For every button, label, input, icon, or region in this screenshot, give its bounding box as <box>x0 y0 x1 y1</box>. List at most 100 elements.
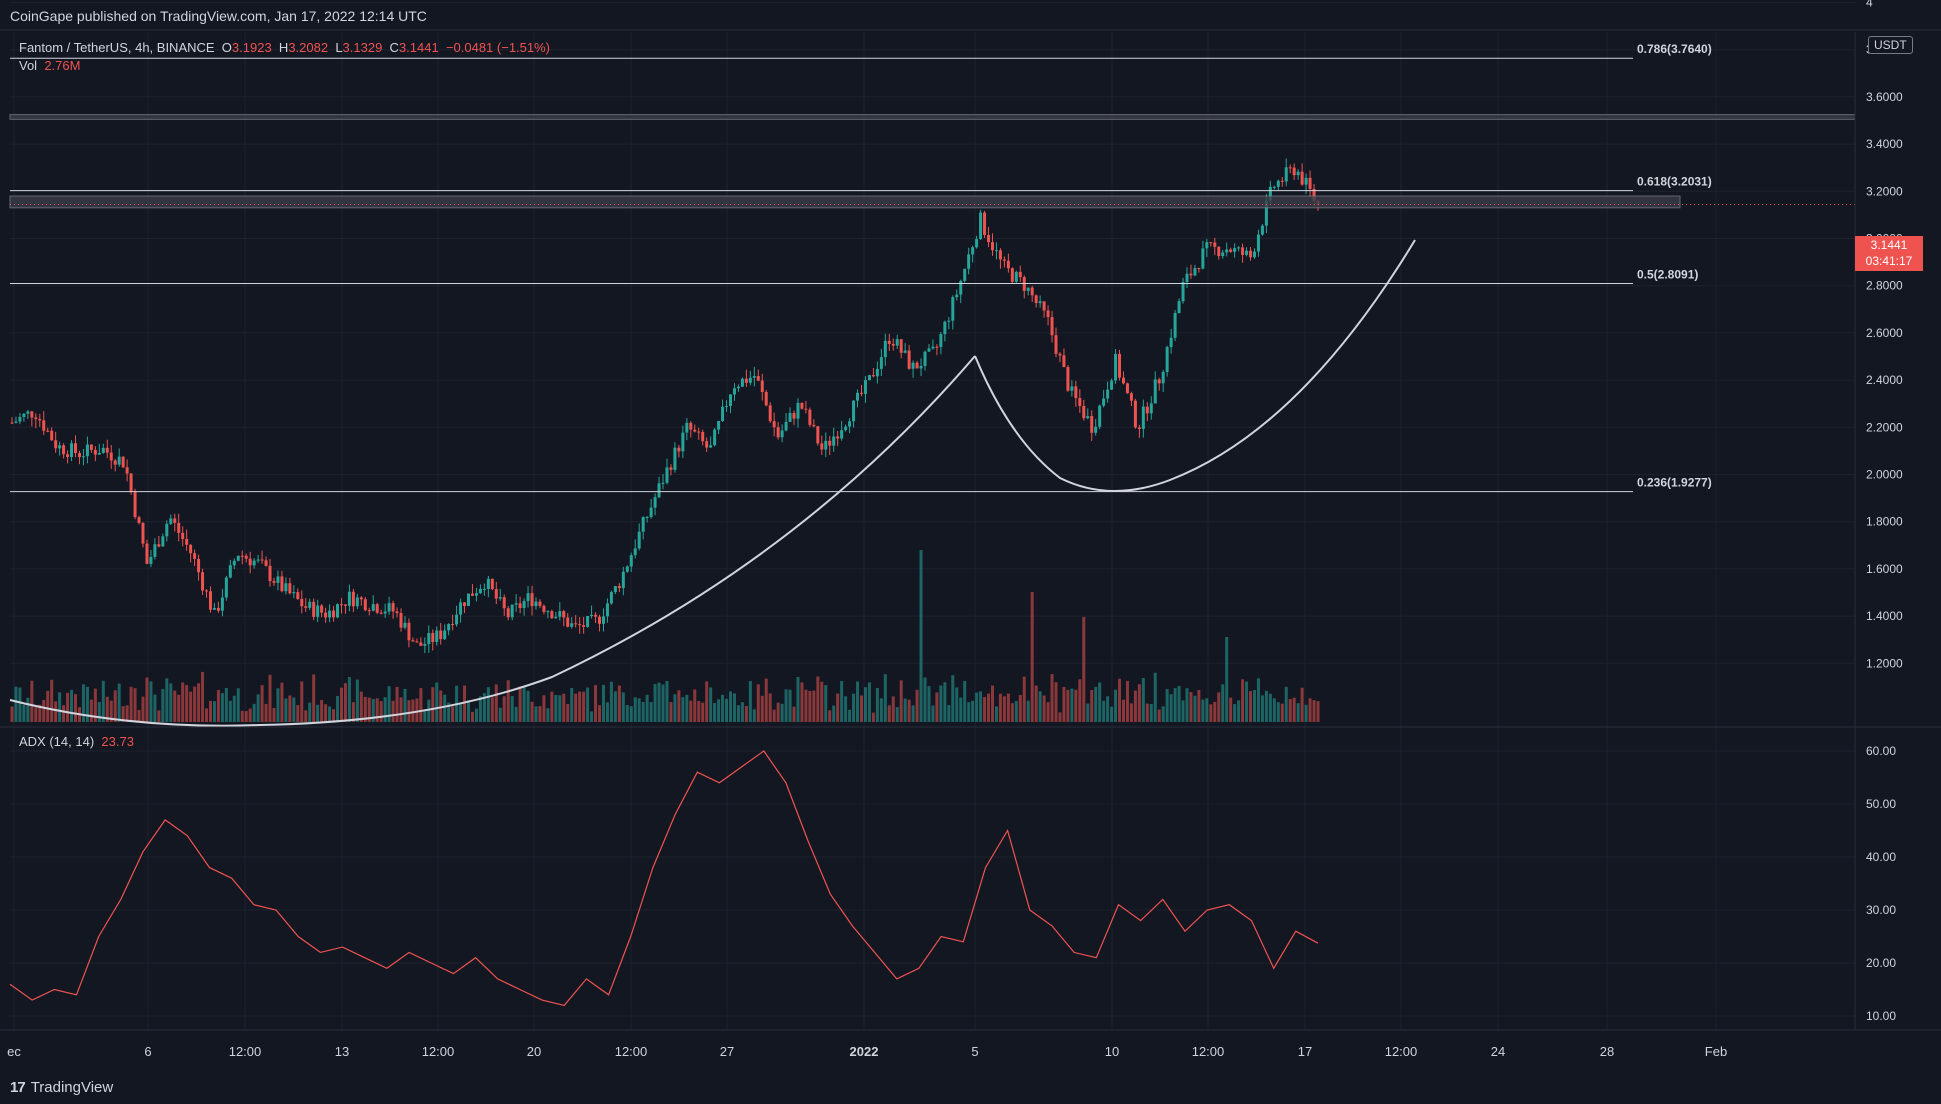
volume-bar <box>1129 703 1133 722</box>
volume-bar <box>732 693 736 722</box>
volume-bar <box>121 706 125 722</box>
volume-bar <box>852 693 856 722</box>
candle-body <box>1260 225 1264 235</box>
candle-body <box>26 411 30 414</box>
volume-bar <box>609 681 613 722</box>
candle-body <box>1070 386 1074 391</box>
volume-bar <box>935 692 939 722</box>
candle-body <box>1102 398 1106 406</box>
tradingview-logo-icon[interactable]: 17 <box>10 1079 26 1096</box>
volume-bar <box>97 702 101 722</box>
candle-body <box>923 351 927 366</box>
candle-body <box>363 599 367 611</box>
candle-body <box>399 613 403 628</box>
volume-bar <box>332 709 336 722</box>
volume-bar <box>649 702 653 722</box>
candle-body <box>197 558 201 573</box>
volume-bar <box>772 709 776 722</box>
volume-bar <box>1197 689 1201 722</box>
candle-body <box>558 611 562 617</box>
candle-body <box>681 432 685 452</box>
volume-bar <box>165 678 169 722</box>
volume-bar <box>887 705 891 722</box>
volume-bar <box>570 687 574 722</box>
volume-bar <box>62 705 66 722</box>
candle-body <box>387 603 391 612</box>
candle-body <box>411 640 415 642</box>
volume-bar <box>522 686 526 722</box>
volume-bar <box>101 680 105 722</box>
candle-body <box>113 460 117 465</box>
candle-body <box>447 624 451 631</box>
volume-bar <box>185 685 189 722</box>
candle-body <box>1054 335 1058 354</box>
candle-body <box>1094 426 1098 433</box>
candle-body <box>689 422 693 430</box>
volume-bar <box>220 693 224 722</box>
candle-body <box>594 614 598 617</box>
price-tick-label: 1.6000 <box>1866 562 1903 576</box>
candle-body <box>463 602 467 606</box>
volume-bar <box>296 705 300 722</box>
volume-bar <box>685 694 689 722</box>
time-tick-label: 13 <box>335 1044 349 1059</box>
volume-bar <box>653 683 657 722</box>
volume-bar <box>764 678 768 722</box>
candle-body <box>943 321 947 335</box>
volume-bar <box>1042 695 1046 722</box>
volume-bar <box>883 674 887 722</box>
brand-name[interactable]: TradingView <box>30 1079 114 1096</box>
candle-body <box>252 560 256 566</box>
candle-body <box>935 346 939 348</box>
candle-body <box>10 422 14 424</box>
volume-bar <box>848 709 852 722</box>
candle-body <box>153 544 157 557</box>
pair-label[interactable]: Fantom / TetherUS, 4h, BINANCE <box>19 40 215 55</box>
candle-body <box>467 593 471 606</box>
volume-bar <box>153 694 157 722</box>
time-tick-label: 12:00 <box>1192 1044 1225 1059</box>
candle-body <box>816 426 820 444</box>
volume-bar <box>919 550 923 722</box>
candle-body <box>1268 186 1272 201</box>
volume-bar <box>871 712 875 722</box>
volume-bar <box>439 690 443 722</box>
publisher-line: CoinGape published on TradingView.com, J… <box>10 8 427 24</box>
volume-bar <box>983 696 987 722</box>
volume-bar <box>594 685 598 722</box>
candle-body <box>633 548 637 556</box>
candle-body <box>367 610 371 612</box>
currency-button[interactable]: USDT <box>1868 36 1913 54</box>
volume-bar <box>157 710 161 722</box>
candle-body <box>705 441 709 448</box>
candle-body <box>1006 260 1010 269</box>
candle-body <box>1118 353 1122 378</box>
candle-body <box>522 601 526 608</box>
volume-bar <box>514 706 518 722</box>
candle-body <box>1133 400 1137 428</box>
volume-bar <box>1125 680 1129 722</box>
candle-body <box>677 447 681 452</box>
candle-body <box>54 440 58 449</box>
candle-body <box>1292 167 1296 176</box>
candle-body <box>760 380 764 392</box>
volume-bar <box>792 706 796 722</box>
volume-bar <box>1213 701 1217 722</box>
volume-bar <box>1264 690 1268 722</box>
volume-bar <box>1245 681 1249 722</box>
candle-body <box>1010 268 1014 282</box>
volume-bar <box>470 711 474 722</box>
volume-bar <box>379 701 383 722</box>
candle-body <box>1177 301 1181 313</box>
candle-body <box>498 597 502 599</box>
candle-body <box>375 604 379 613</box>
adx-label[interactable]: ADX (14, 14) <box>19 734 95 749</box>
volume-bar <box>1233 704 1237 722</box>
volume-bar <box>760 695 764 722</box>
volume-bar <box>578 691 582 722</box>
volume-bar <box>367 697 371 722</box>
candle-body <box>470 593 474 596</box>
open-label: O <box>221 40 232 55</box>
price-tick-label: 1.2000 <box>1866 656 1903 670</box>
